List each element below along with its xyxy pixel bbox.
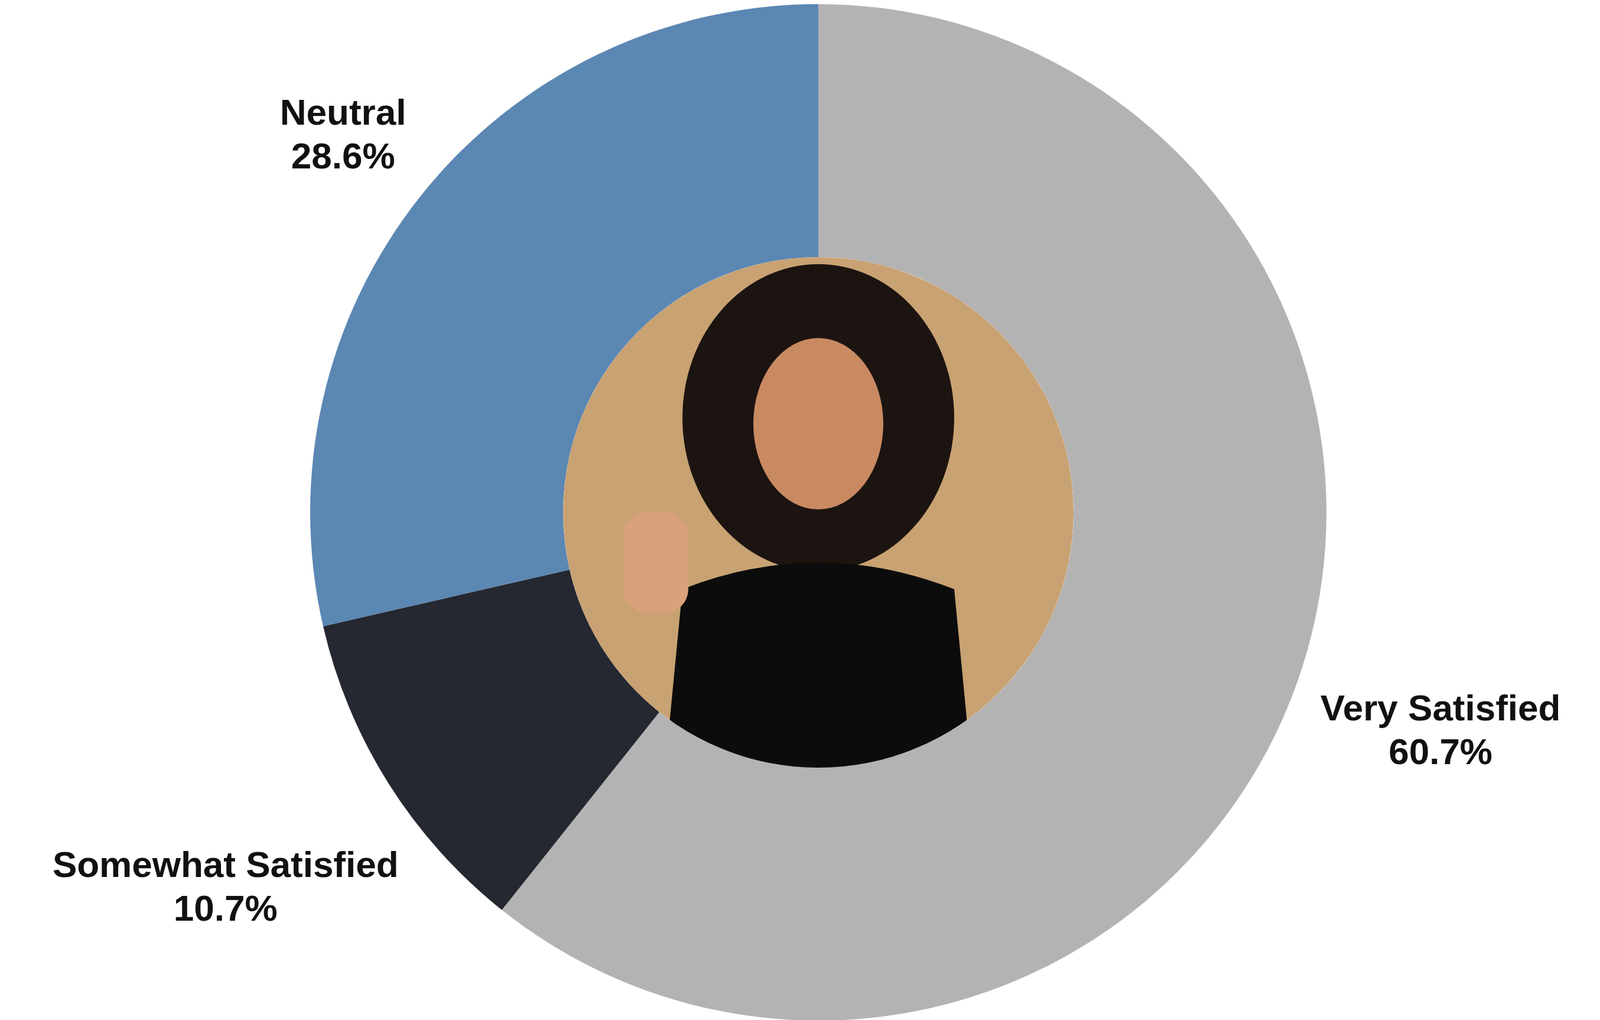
center-photo bbox=[563, 257, 1074, 773]
label-category: Very Satisfied bbox=[1320, 687, 1562, 728]
label-category: Neutral bbox=[280, 91, 407, 133]
photo-body bbox=[664, 562, 972, 773]
data-label: Very Satisfied60.7% bbox=[1320, 687, 1562, 772]
label-category: Somewhat Satisfied bbox=[52, 843, 399, 885]
label-value: 10.7% bbox=[173, 887, 278, 929]
donut bbox=[310, 4, 1327, 1020]
label-value: 28.6% bbox=[291, 135, 396, 177]
label-value: 60.7% bbox=[1388, 730, 1493, 772]
photo-face bbox=[753, 337, 884, 510]
photo-hand bbox=[623, 512, 689, 613]
chart: Very Satisfied60.7% Somewhat Satisfied10.… bbox=[0, 0, 1600, 1020]
data-label: Somewhat Satisfied10.7% bbox=[52, 843, 399, 929]
data-label: Neutral28.6% bbox=[280, 91, 407, 177]
photo-hair bbox=[682, 264, 955, 572]
